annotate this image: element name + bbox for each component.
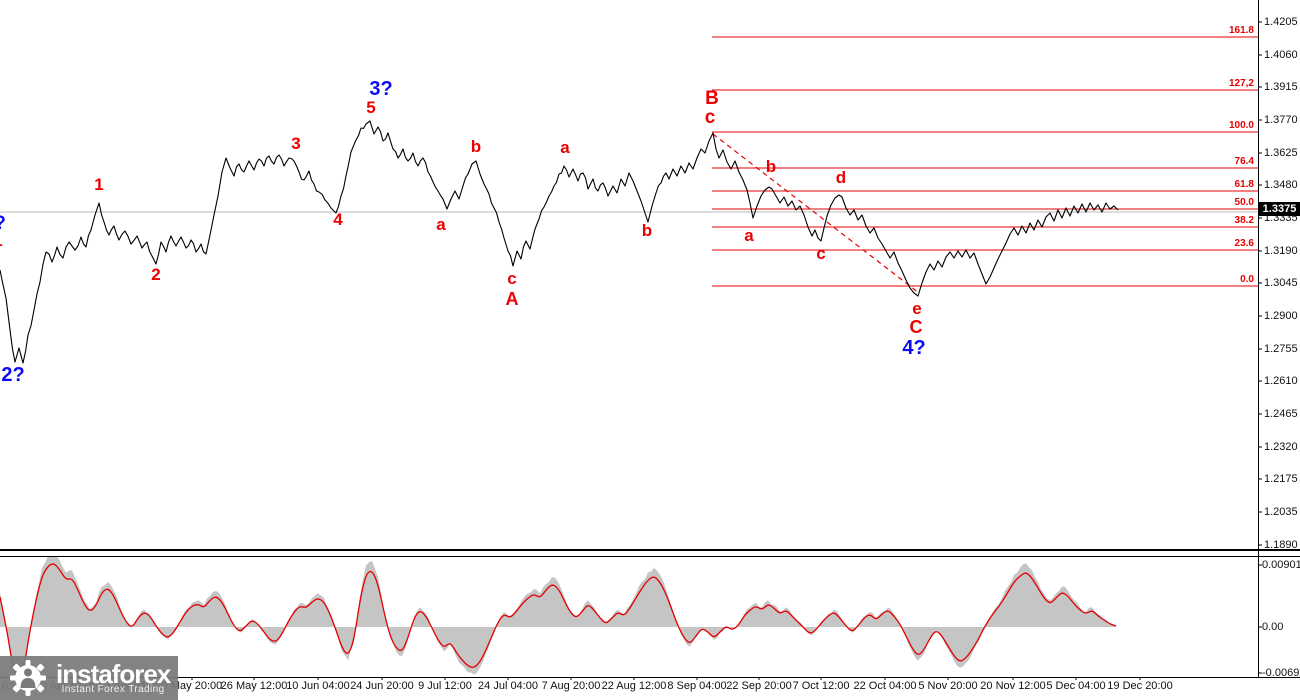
- fib-level-label: 100.0: [1228, 120, 1254, 131]
- wave-label-3q: 3?: [369, 77, 393, 100]
- wave-label-a: a: [560, 138, 570, 158]
- fib-level-label: 161.8: [1228, 25, 1254, 36]
- wave-label-q: ?: [0, 214, 22, 233]
- wave-label-d: d: [835, 168, 847, 188]
- fib-level-label: 127,2: [1228, 78, 1254, 89]
- time-tick-label: 24 Jul 04:00: [478, 680, 538, 692]
- price-tick-label: 1.2900: [1264, 310, 1298, 322]
- price-tick-label: 1.2035: [1264, 506, 1298, 518]
- fib-level-label: 0.0: [1240, 274, 1254, 285]
- price-tick-label: 1.2755: [1264, 343, 1298, 355]
- time-tick-label: 7 Aug 20:00: [541, 680, 601, 692]
- price-tick-label: 1.1890: [1264, 539, 1298, 551]
- wave-label-b: b: [641, 221, 653, 241]
- wave-label-3: 3: [291, 134, 301, 154]
- price-tick-label: 1.3915: [1264, 81, 1298, 93]
- price-tick-label: 1.2610: [1264, 375, 1298, 387]
- wave-label-2q: 2?: [1, 363, 25, 386]
- price-tick-label: 1.2175: [1264, 473, 1298, 485]
- time-tick-label: 20 Nov 12:00: [980, 680, 1046, 692]
- wave-label-e: e: [912, 299, 922, 319]
- price-tick-label: 1.4205: [1264, 16, 1298, 28]
- oscillator-tick-label: 0.00: [1262, 621, 1284, 633]
- fib-level-label: 23.6: [1234, 238, 1254, 249]
- wave-label-1: 1: [0, 232, 20, 249]
- fib-level-label: 38.2: [1234, 215, 1254, 226]
- wave-label-1: 1: [94, 175, 104, 195]
- fib-level-label: 61.8: [1234, 179, 1254, 190]
- oscillator-tick-label: 0.00901: [1262, 559, 1300, 571]
- price-tick-label: 1.2320: [1264, 441, 1298, 453]
- time-tick-label: 10 Jun 04:00: [286, 680, 350, 692]
- time-tick-label: 22 Oct 04:00: [853, 680, 917, 692]
- wave-label-C: C: [909, 316, 923, 337]
- watermark-tagline: Instant Forex Trading: [61, 683, 165, 695]
- watermark-logo-text: instaforex: [56, 658, 171, 689]
- time-tick-label: 5 Nov 20:00: [918, 680, 978, 692]
- wave-label-B: B: [705, 88, 719, 110]
- current-price-badge: 1.3375: [1259, 202, 1300, 216]
- gear-person-icon: [10, 660, 46, 696]
- wave-label-c: c: [507, 269, 517, 289]
- wave-label-4q: 4?: [902, 336, 926, 359]
- price-tick-label: 1.3625: [1264, 147, 1298, 159]
- fib-level-label: 76.4: [1234, 156, 1254, 167]
- oscillator-tick-label: -0.00692: [1262, 667, 1300, 679]
- instaforex-watermark: instaforex Instant Forex Trading: [0, 656, 178, 700]
- wave-label-a: a: [744, 226, 754, 246]
- time-tick-label: 22 Aug 12:00: [601, 680, 667, 692]
- time-tick-label: 7 Oct 12:00: [792, 680, 850, 692]
- price-tick-label: 1.3190: [1264, 245, 1298, 257]
- wave-label-c: c: [704, 107, 716, 129]
- price-tick-label: 1.2465: [1264, 408, 1298, 420]
- fib-level-label: 50.0: [1234, 197, 1254, 208]
- wave-label-b: b: [765, 157, 777, 177]
- wave-label-5: 5: [366, 98, 376, 118]
- time-tick-label: 26 May 12:00: [220, 680, 288, 692]
- time-tick-label: 8 Sep 04:00: [667, 680, 727, 692]
- wave-label-2: 2: [151, 265, 161, 285]
- wave-label-a: a: [436, 215, 446, 235]
- wave-label-b: b: [470, 137, 482, 157]
- wave-label-c: c: [816, 244, 826, 264]
- wave-label-A: A: [505, 288, 519, 309]
- time-tick-label: 19 Dec 20:00: [1107, 680, 1173, 692]
- time-tick-label: 22 Sep 20:00: [726, 680, 792, 692]
- price-tick-label: 1.3045: [1264, 277, 1298, 289]
- wave-label-4: 4: [333, 210, 343, 230]
- price-tick-label: 1.4060: [1264, 49, 1298, 61]
- time-tick-label: 5 Dec 04:00: [1046, 680, 1106, 692]
- time-tick-label: 9 Jul 12:00: [418, 680, 472, 692]
- price-tick-label: 1.3770: [1264, 114, 1298, 126]
- price-tick-label: 1.3480: [1264, 179, 1298, 191]
- time-tick-label: 24 Jun 20:00: [350, 680, 414, 692]
